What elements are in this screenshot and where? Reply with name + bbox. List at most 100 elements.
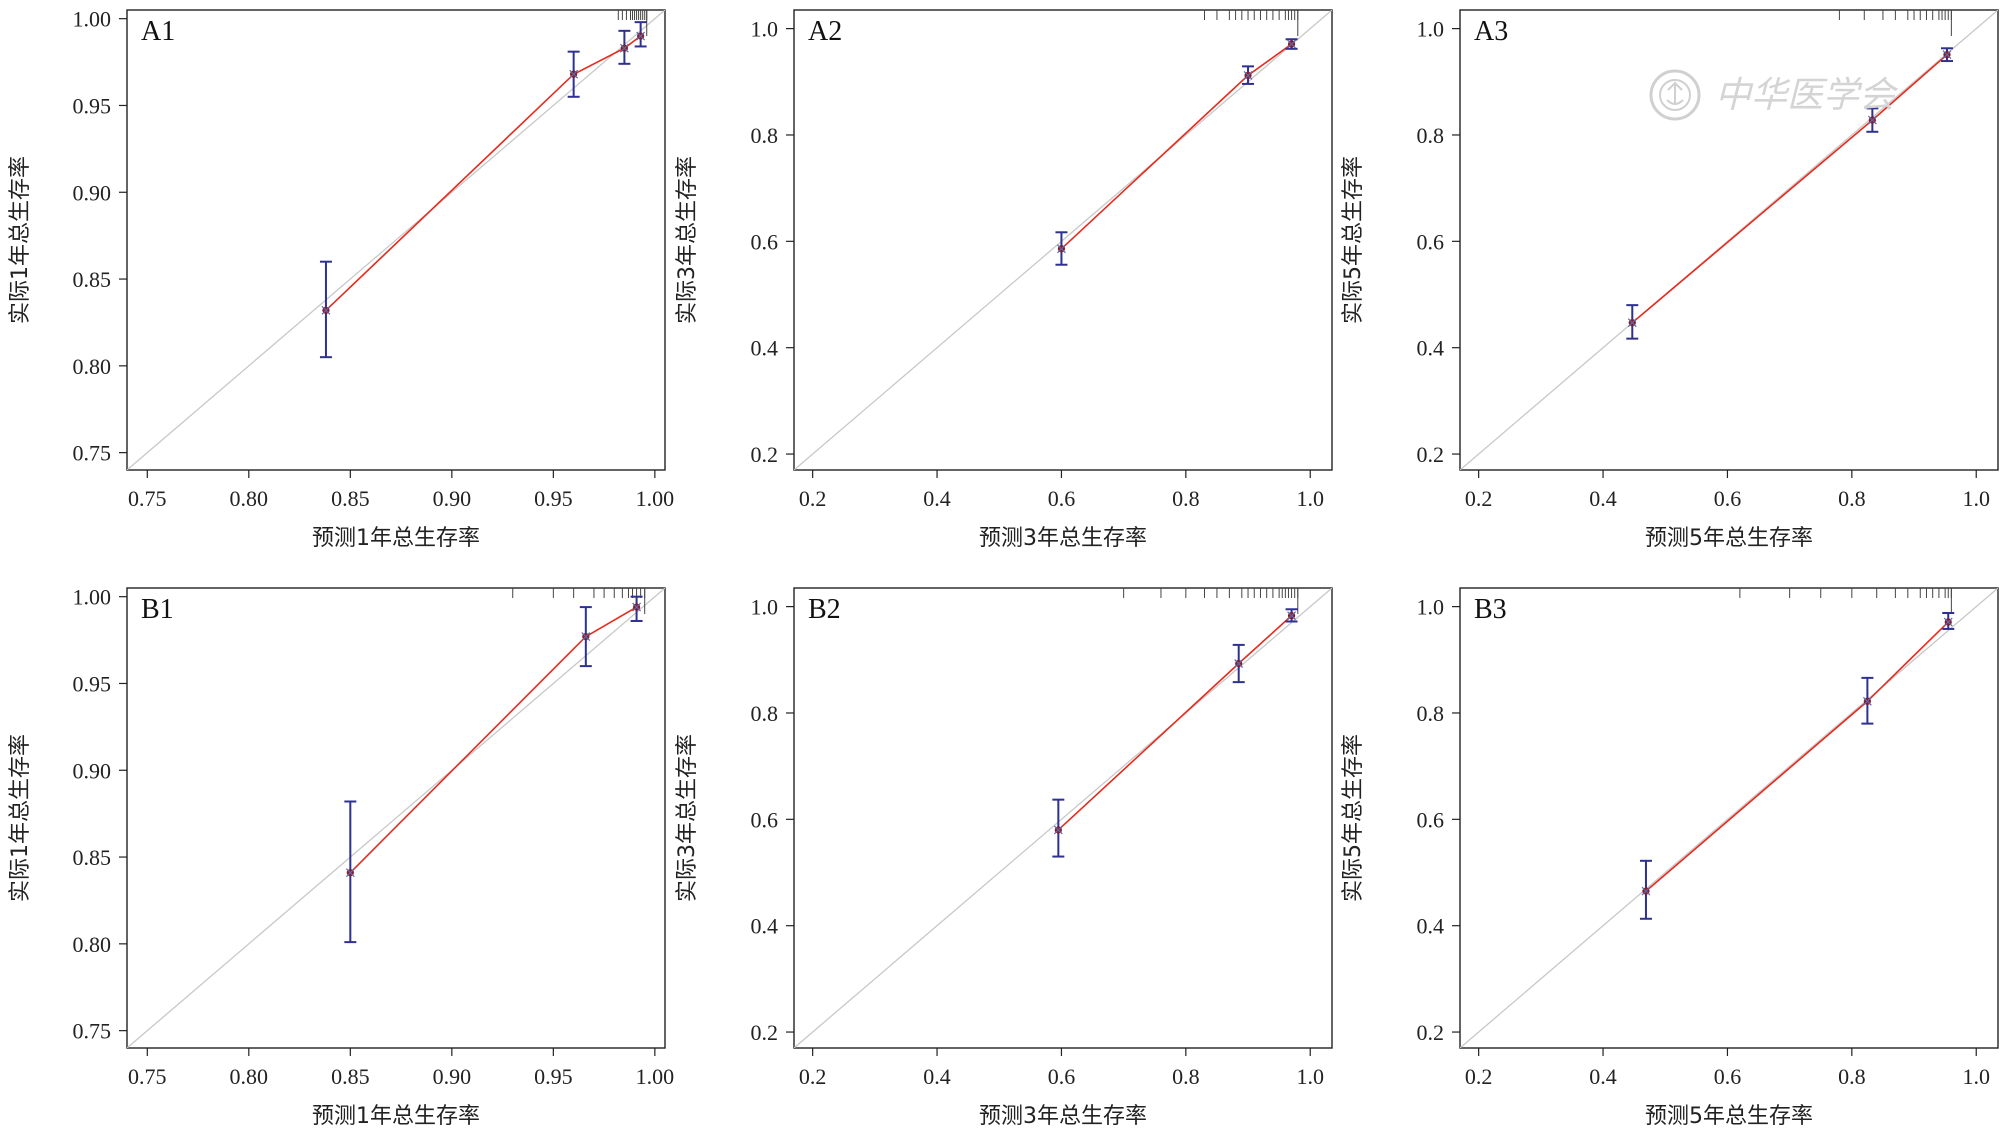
x-tick-label: 0.6 xyxy=(1048,486,1076,511)
y-tick-label: 1.00 xyxy=(73,585,112,610)
society-seal-icon xyxy=(1649,69,1701,121)
plot-frame xyxy=(1459,9,1999,471)
x-tick-label: 0.85 xyxy=(331,486,370,511)
y-tick-label: 0.4 xyxy=(1417,336,1445,361)
plot-frame xyxy=(126,587,666,1049)
x-tick-label: 1.0 xyxy=(1296,486,1324,511)
x-tick-label: 0.8 xyxy=(1838,1064,1866,1089)
panel-a3: 0.2 0.4 0.6 0.8 1.0 0.2 0.4 0.6 0.8 1.0 预测5年总生存率 实际… xyxy=(1341,9,1999,551)
x-tick-label: 0.80 xyxy=(230,486,269,511)
y-tick-label: 0.8 xyxy=(1417,701,1445,726)
calibration-point xyxy=(1861,676,1874,725)
watermark: 中华医学会 xyxy=(1649,69,1899,121)
point-marker xyxy=(632,602,642,612)
calibration-point xyxy=(618,29,631,65)
x-tick-label: 0.85 xyxy=(331,1064,370,1089)
y-tick-label: 0.95 xyxy=(73,93,112,118)
x-tick-label: 1.00 xyxy=(636,1064,675,1089)
y-tick-label: 0.2 xyxy=(751,442,779,467)
point-marker xyxy=(1942,50,1952,60)
y-tick-label: 0.90 xyxy=(73,758,112,783)
x-tick-label: 0.6 xyxy=(1714,1064,1742,1089)
x-axis-label: 预测5年总生存率 xyxy=(1645,526,1813,551)
x-tick-label: 0.90 xyxy=(433,486,472,511)
calibration-point xyxy=(567,50,580,98)
y-tick-label: 0.4 xyxy=(1417,914,1445,939)
y-tick-label: 1.0 xyxy=(1417,17,1445,42)
x-axis-label: 预测3年总生存率 xyxy=(979,526,1147,551)
x-tick-label: 0.2 xyxy=(799,486,827,511)
y-tick-label: 0.80 xyxy=(73,932,112,957)
point-marker xyxy=(1234,659,1244,668)
y-tick-label: 0.95 xyxy=(73,671,112,696)
calibration-point xyxy=(319,260,332,359)
calibration-point xyxy=(1052,798,1065,858)
x-tick-label: 0.95 xyxy=(534,486,573,511)
calibration-line xyxy=(349,606,637,874)
watermark-text: 中华医学会 xyxy=(1715,75,1899,116)
point-marker xyxy=(619,43,629,53)
calibration-point xyxy=(1866,107,1879,133)
y-tick-label: 0.8 xyxy=(751,701,779,726)
calibration-point xyxy=(634,21,647,48)
panel-b3: 0.2 0.4 0.6 0.8 1.0 0.2 0.4 0.6 0.8 1.0 预测5年总生存率 实际… xyxy=(1341,587,1999,1129)
calibration-point xyxy=(1940,47,1953,63)
x-tick-label: 0.90 xyxy=(433,1064,472,1089)
identity-line xyxy=(794,588,1332,1048)
panel-a2: 0.2 0.4 0.6 0.8 1.0 0.2 0.4 0.6 0.8 1.0 预测3年总生存率 实际… xyxy=(675,9,1333,551)
y-tick-label: 0.80 xyxy=(73,354,112,379)
y-tick-label: 0.6 xyxy=(1417,807,1445,832)
y-tick-label: 0.4 xyxy=(751,914,779,939)
panel-a1: 0.75 0.80 0.85 0.90 0.95 1.00 0.75 0.80 0.85 0.90… xyxy=(8,7,674,551)
y-tick-label: 0.2 xyxy=(1417,1020,1445,1045)
x-tick-label: 0.6 xyxy=(1714,486,1742,511)
panel-label: A1 xyxy=(141,16,175,47)
y-axis-label: 实际1年总生存率 xyxy=(8,156,33,324)
point-marker xyxy=(1053,825,1063,835)
x-axis-label: 预测3年总生存率 xyxy=(979,1104,1147,1129)
y-tick-label: 0.75 xyxy=(73,1019,112,1044)
point-marker xyxy=(1287,39,1296,49)
x-tick-label: 0.2 xyxy=(799,1064,827,1089)
calibration-point xyxy=(1055,231,1068,266)
y-tick-label: 0.85 xyxy=(73,267,112,292)
panel-label: B1 xyxy=(141,594,174,625)
point-marker xyxy=(636,31,646,41)
x-axis-label: 预测5年总生存率 xyxy=(1645,1104,1813,1129)
panel-label: A2 xyxy=(808,16,842,47)
y-tick-label: 0.6 xyxy=(751,229,779,254)
x-tick-label: 0.2 xyxy=(1465,1064,1493,1089)
identity-line xyxy=(1460,10,1998,470)
identity-line xyxy=(1460,588,1998,1048)
identity-line xyxy=(794,10,1332,470)
x-tick-label: 0.6 xyxy=(1048,1064,1076,1089)
x-tick-label: 0.8 xyxy=(1172,1064,1200,1089)
calibration-point xyxy=(1232,643,1245,684)
y-tick-label: 0.90 xyxy=(73,180,112,205)
calibration-point xyxy=(1242,65,1255,85)
x-tick-label: 1.0 xyxy=(1962,1064,1990,1089)
point-marker xyxy=(1627,318,1637,328)
x-tick-label: 0.75 xyxy=(128,1064,167,1089)
point-marker xyxy=(1287,611,1296,621)
x-tick-label: 1.0 xyxy=(1962,486,1990,511)
point-marker xyxy=(1243,70,1253,80)
panel-label: A3 xyxy=(1474,16,1508,47)
point-marker xyxy=(321,305,331,315)
calibration-point xyxy=(579,606,592,668)
calibration-line xyxy=(1057,615,1293,831)
x-axis-label: 预测1年总生存率 xyxy=(312,526,480,551)
y-tick-label: 0.75 xyxy=(73,441,112,466)
y-tick-label: 1.0 xyxy=(751,17,779,42)
x-tick-label: 0.8 xyxy=(1172,486,1200,511)
x-tick-label: 0.4 xyxy=(1589,486,1617,511)
y-tick-label: 0.6 xyxy=(751,807,779,832)
point-marker xyxy=(1057,244,1066,254)
identity-line xyxy=(127,10,665,470)
x-tick-label: 0.4 xyxy=(1589,1064,1617,1089)
point-marker xyxy=(1862,696,1872,706)
y-tick-label: 0.6 xyxy=(1417,229,1445,254)
point-marker xyxy=(1867,115,1877,125)
y-tick-label: 1.0 xyxy=(751,595,779,620)
